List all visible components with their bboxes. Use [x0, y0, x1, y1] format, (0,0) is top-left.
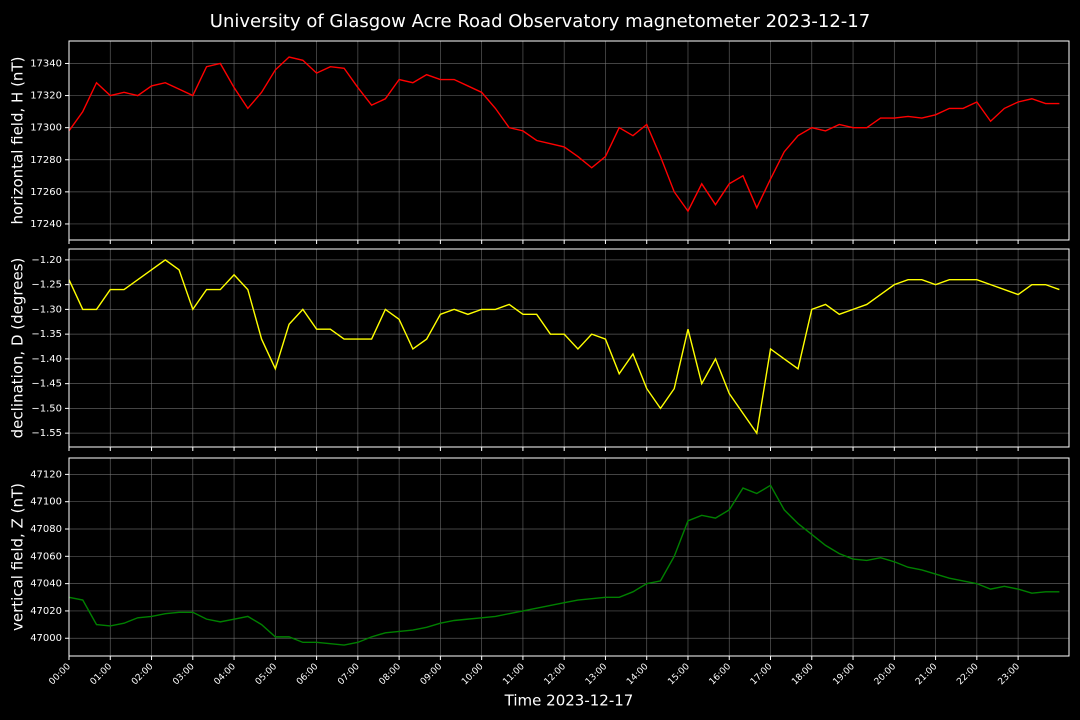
y-tick-label: 17280	[30, 155, 62, 166]
axes-frame	[68, 248, 1070, 448]
y-tick-label: 17260	[30, 187, 62, 198]
y-tick-label: 47040	[30, 579, 62, 590]
data-line	[68, 56, 1060, 213]
y-tick-label: 47120	[30, 469, 62, 480]
y-tick-label: 47100	[30, 497, 62, 508]
y-tick-label: −1.25	[31, 280, 62, 291]
y-tick-label: 17240	[30, 219, 62, 230]
axes-frame	[68, 457, 1070, 657]
data-line	[68, 259, 1060, 435]
y-tick-label: −1.50	[31, 403, 62, 414]
y-tick-label: −1.35	[31, 329, 62, 340]
y-tick-label: −1.30	[31, 304, 62, 315]
chart-title: University of Glasgow Acre Road Observat…	[210, 11, 870, 32]
y-tick-label: 47060	[30, 551, 62, 562]
y-tick-label: 47080	[30, 524, 62, 535]
y-axis-label: vertical field, Z (nT)	[9, 483, 27, 631]
data-line	[68, 484, 1060, 646]
y-tick-label: −1.20	[31, 255, 62, 266]
y-axis-label: horizontal field, H (nT)	[9, 57, 27, 225]
y-tick-label: 47020	[30, 606, 62, 617]
x-axis-label: Time 2023-12-17	[504, 692, 634, 710]
y-tick-label: −1.55	[31, 428, 62, 439]
y-tick-label: −1.45	[31, 379, 62, 390]
y-tick-label: 17340	[30, 58, 62, 69]
y-axis-label: declination, D (degrees)	[9, 258, 27, 439]
y-tick-label: 17320	[30, 91, 62, 102]
y-tick-label: 17300	[30, 123, 62, 134]
y-tick-label: 47000	[30, 633, 62, 644]
y-tick-label: −1.40	[31, 354, 62, 365]
axes-frame	[68, 40, 1070, 241]
